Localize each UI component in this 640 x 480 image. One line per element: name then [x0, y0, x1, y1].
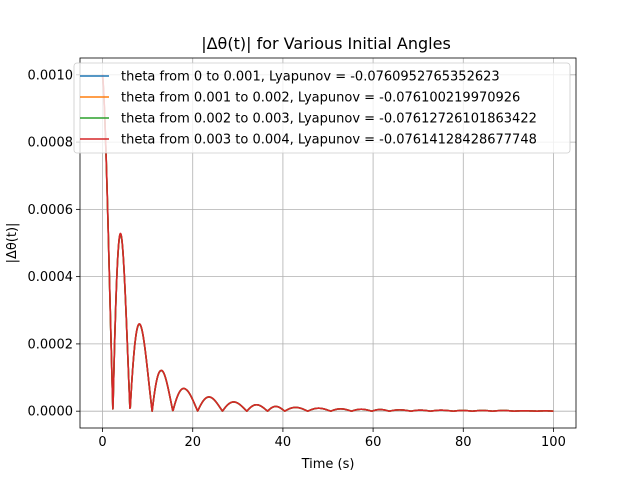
x-tick-label: 40 — [275, 435, 292, 450]
x-axis-ticks: 0 20 40 60 80 100 — [98, 428, 566, 450]
x-tick-label: 60 — [365, 435, 382, 450]
legend: theta from 0 to 0.001, Lyapunov = -0.076… — [73, 62, 571, 154]
series-lines — [101, 74, 554, 412]
legend-label-4: theta from 0.003 to 0.004, Lyapunov = -0… — [121, 133, 537, 148]
y-tick-label: 0.0004 — [28, 270, 74, 285]
legend-label-2: theta from 0.001 to 0.002, Lyapunov = -0… — [121, 91, 520, 106]
y-tick-label: 0.0010 — [28, 68, 74, 83]
chart-title: |Δθ(t)| for Various Initial Angles — [201, 34, 451, 53]
x-axis-label: Time (s) — [301, 457, 355, 472]
legend-label-1: theta from 0 to 0.001, Lyapunov = -0.076… — [121, 70, 500, 85]
legend-box — [73, 62, 571, 154]
x-tick-label: 100 — [541, 435, 566, 450]
series-line-4 — [101, 74, 554, 412]
legend-label-3: theta from 0.002 to 0.003, Lyapunov = -0… — [121, 112, 537, 127]
x-tick-label: 80 — [455, 435, 472, 450]
y-axis-label: |Δθ(t)| — [5, 223, 20, 264]
y-tick-label: 0.0006 — [28, 203, 74, 218]
x-tick-label: 0 — [98, 435, 106, 450]
x-tick-label: 20 — [184, 435, 201, 450]
y-tick-label: 0.0008 — [28, 136, 74, 151]
plot-area-frame — [79, 57, 577, 429]
y-axis-ticks: 0.0000 0.0002 0.0004 0.0006 0.0008 0.0010 — [28, 68, 80, 420]
y-tick-label: 0.0000 — [28, 405, 74, 420]
y-tick-label: 0.0002 — [28, 337, 74, 352]
